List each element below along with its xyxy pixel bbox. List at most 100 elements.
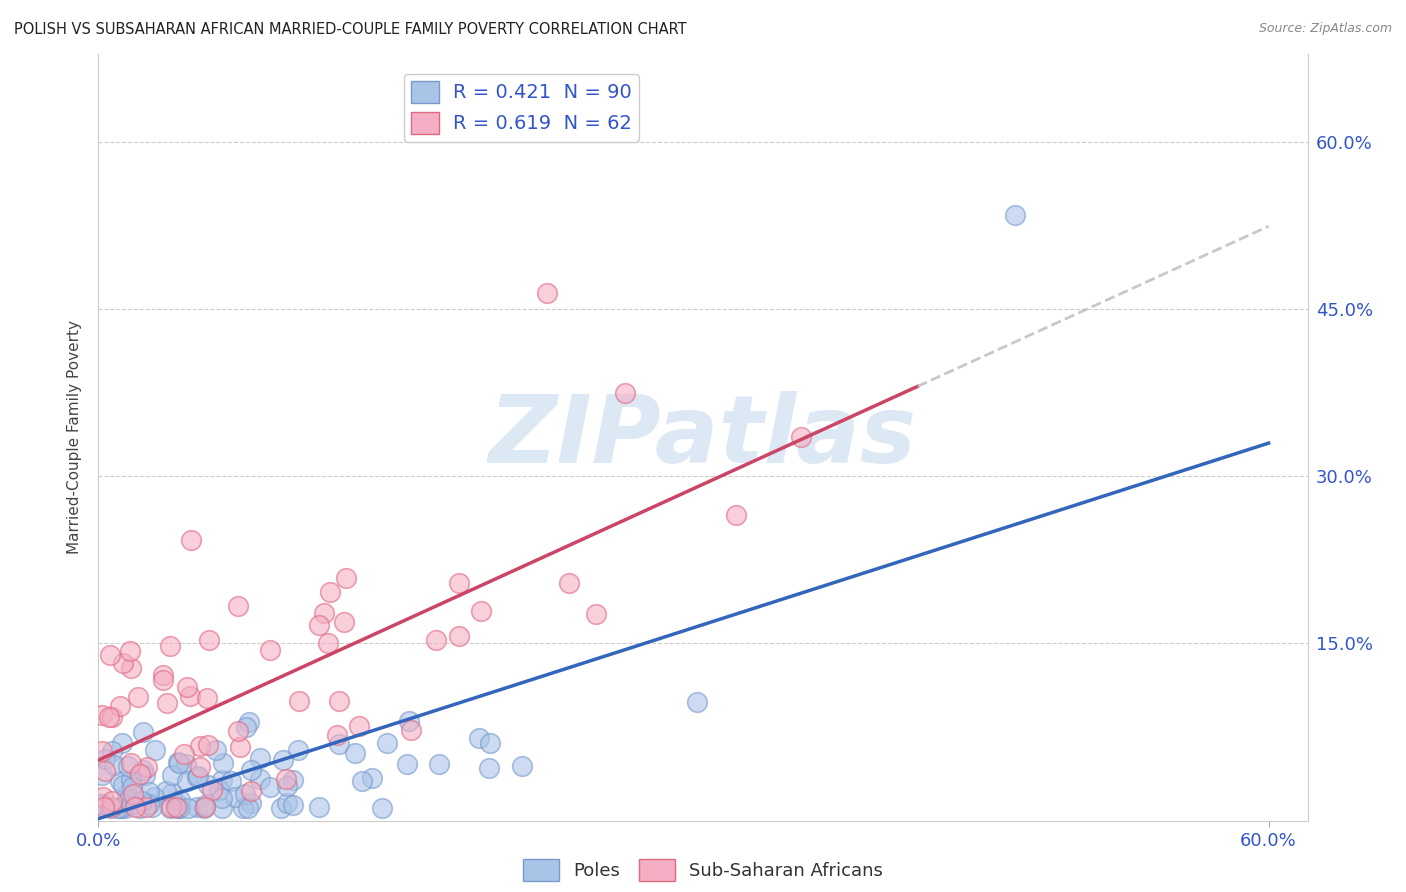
Legend: Poles, Sub-Saharan Africans: Poles, Sub-Saharan Africans — [516, 852, 890, 888]
Point — [132, 763, 155, 777]
Point — [121, 787, 143, 801]
Point — [122, 797, 145, 812]
Point — [361, 772, 384, 786]
Point — [194, 798, 217, 813]
Point — [138, 797, 160, 811]
Point — [91, 789, 114, 804]
Point — [173, 747, 195, 762]
Point — [205, 743, 228, 757]
Point — [117, 758, 139, 772]
Point — [395, 756, 418, 771]
Point — [614, 385, 637, 400]
Point — [197, 778, 219, 792]
Point — [449, 576, 471, 591]
Point — [333, 615, 356, 630]
Point — [316, 636, 339, 650]
Point — [101, 800, 124, 814]
Point — [167, 801, 190, 815]
Point — [112, 656, 135, 670]
Point — [160, 800, 183, 814]
Point — [117, 793, 139, 807]
Point — [142, 789, 165, 804]
Point — [536, 285, 558, 300]
Point — [120, 756, 142, 770]
Point — [91, 744, 114, 758]
Point — [167, 756, 190, 771]
Point — [470, 603, 492, 617]
Point — [276, 779, 298, 793]
Point — [166, 756, 188, 770]
Point — [162, 768, 184, 782]
Point — [91, 707, 114, 722]
Point — [281, 797, 304, 812]
Point — [724, 508, 747, 522]
Point — [108, 698, 131, 713]
Point — [159, 801, 181, 815]
Point — [239, 763, 262, 777]
Point — [129, 801, 152, 815]
Point — [135, 800, 157, 814]
Point — [201, 783, 224, 797]
Point — [186, 770, 208, 784]
Point — [98, 710, 121, 724]
Point — [229, 740, 252, 755]
Point — [288, 694, 311, 708]
Point — [287, 742, 309, 756]
Point — [211, 801, 233, 815]
Point — [98, 648, 121, 662]
Point — [152, 673, 174, 687]
Point — [281, 772, 304, 787]
Point — [370, 801, 392, 815]
Point — [197, 738, 219, 752]
Point — [686, 695, 709, 709]
Point — [124, 800, 146, 814]
Point — [118, 643, 141, 657]
Point — [308, 799, 330, 814]
Point — [274, 772, 297, 786]
Point — [127, 690, 149, 704]
Point — [328, 694, 350, 708]
Point — [94, 764, 117, 778]
Point — [129, 767, 152, 781]
Point — [166, 797, 188, 812]
Point — [110, 801, 132, 815]
Point — [101, 794, 124, 808]
Point — [143, 743, 166, 757]
Point — [232, 801, 254, 815]
Point — [117, 787, 139, 801]
Point — [510, 759, 533, 773]
Point — [179, 689, 201, 703]
Point — [224, 789, 246, 804]
Point — [110, 801, 132, 815]
Point — [91, 768, 114, 782]
Point — [318, 585, 340, 599]
Point — [187, 769, 209, 783]
Text: ZIPatlas: ZIPatlas — [489, 391, 917, 483]
Point — [335, 571, 357, 585]
Point — [249, 751, 271, 765]
Point — [328, 737, 350, 751]
Point — [585, 607, 607, 622]
Point — [375, 736, 398, 750]
Point — [228, 599, 250, 613]
Point — [135, 760, 157, 774]
Point — [478, 762, 501, 776]
Point — [558, 576, 581, 591]
Point — [226, 723, 249, 738]
Point — [107, 801, 129, 815]
Point — [326, 728, 349, 742]
Point — [239, 784, 262, 798]
Point — [270, 801, 292, 815]
Point — [93, 800, 115, 814]
Point — [120, 661, 142, 675]
Point — [98, 801, 121, 815]
Point — [427, 756, 450, 771]
Point — [271, 753, 294, 767]
Point — [352, 774, 374, 789]
Point — [134, 768, 156, 782]
Y-axis label: Married-Couple Family Poverty: Married-Couple Family Poverty — [67, 320, 83, 554]
Point — [249, 772, 271, 787]
Point — [120, 773, 142, 788]
Point — [111, 736, 134, 750]
Point — [344, 746, 367, 760]
